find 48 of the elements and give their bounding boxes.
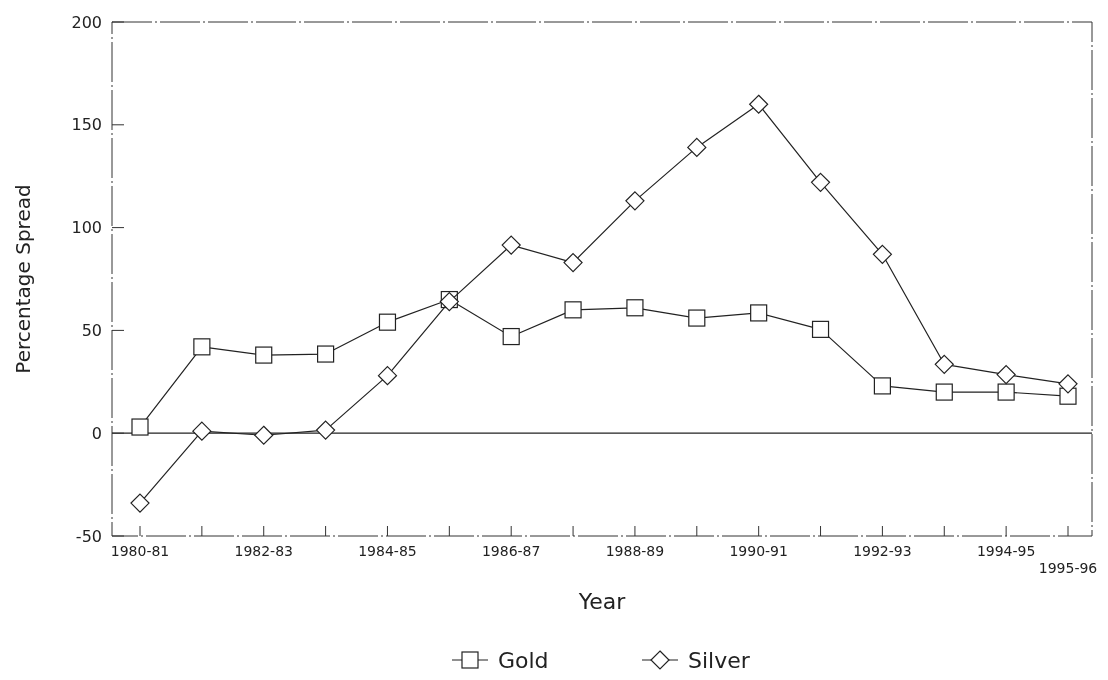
y-tick-label: 100 <box>71 218 102 238</box>
y-tick-label: 0 <box>91 423 102 443</box>
point <box>811 320 830 338</box>
point <box>316 420 336 440</box>
legend-label: Gold <box>498 647 549 673</box>
point <box>377 366 398 386</box>
point <box>563 252 583 273</box>
x-tick-label: 1990-91 <box>729 543 788 559</box>
y-tick-label: -50 <box>75 526 102 546</box>
point <box>1058 374 1078 394</box>
point <box>997 383 1015 401</box>
point <box>192 421 212 441</box>
point <box>688 309 706 327</box>
point <box>750 304 768 322</box>
legend-label: Silver <box>688 647 751 673</box>
point <box>934 354 954 374</box>
point <box>873 377 891 395</box>
point <box>749 94 769 114</box>
point <box>564 301 582 319</box>
point <box>687 137 707 158</box>
point <box>317 345 335 363</box>
point <box>378 313 397 331</box>
x-tick-label: 1986-87 <box>481 543 541 559</box>
x-tick-label: 1980-81 <box>110 543 170 559</box>
point <box>254 425 274 445</box>
x-tick-label: 1994-95 <box>976 543 1036 559</box>
point <box>193 338 211 356</box>
x-tick-label: 1984-85 <box>358 543 417 559</box>
x-axis-title: Year <box>577 589 627 614</box>
point <box>872 244 892 264</box>
point <box>130 493 150 513</box>
point <box>810 172 831 192</box>
point <box>996 365 1016 385</box>
y-tick-label: 200 <box>71 12 102 32</box>
x-tick-label: 1995-96 <box>1038 560 1098 576</box>
point <box>502 327 520 346</box>
point <box>935 383 953 401</box>
point <box>501 235 521 255</box>
y-tick-label: 50 <box>81 321 102 340</box>
x-tick-label: 1982-83 <box>234 543 293 559</box>
point <box>626 299 644 317</box>
y-tick-label: 150 <box>71 115 102 135</box>
x-tick-label: 1992-93 <box>853 543 912 559</box>
x-tick-label: 1988-89 <box>605 543 665 559</box>
point <box>255 346 273 364</box>
y-axis-title: Percentage Spread <box>11 184 35 374</box>
point <box>625 191 645 211</box>
point <box>131 418 149 436</box>
